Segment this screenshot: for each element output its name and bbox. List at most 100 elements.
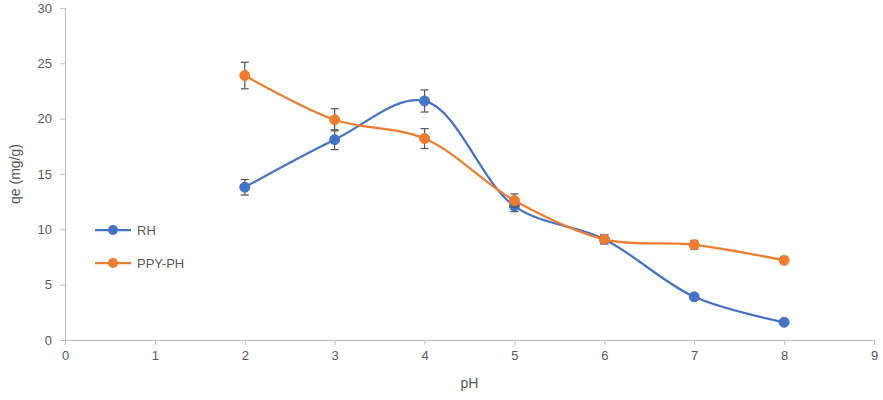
error-bar bbox=[600, 235, 608, 244]
tick-label: 5 bbox=[45, 277, 52, 292]
tick: 7 bbox=[691, 340, 698, 363]
tick-mark bbox=[155, 340, 156, 345]
error-bar bbox=[421, 90, 429, 112]
legend-label: PPY-PH bbox=[137, 256, 184, 271]
tick-label: 9 bbox=[871, 348, 878, 363]
tick-mark bbox=[60, 285, 65, 286]
legend-label: RH bbox=[137, 223, 156, 238]
tick: 30 bbox=[38, 1, 65, 16]
tick-mark bbox=[604, 340, 605, 345]
marker bbox=[420, 96, 430, 106]
tick: 5 bbox=[45, 277, 65, 292]
error-bar bbox=[510, 194, 518, 207]
error-bar-cap bbox=[331, 130, 339, 131]
error-bar-cap bbox=[241, 179, 249, 180]
tick: 15 bbox=[38, 167, 65, 182]
tick: 5 bbox=[511, 340, 518, 363]
marker bbox=[420, 134, 430, 144]
error-bar bbox=[421, 129, 429, 149]
axis-line bbox=[60, 9, 66, 341]
x-axis-title: pH bbox=[461, 375, 479, 391]
tick-mark bbox=[60, 340, 65, 341]
tick: 9 bbox=[871, 340, 878, 363]
tick: 6 bbox=[601, 340, 608, 363]
marker bbox=[240, 71, 250, 81]
marker bbox=[689, 292, 699, 302]
series-line bbox=[245, 76, 784, 261]
error-bar-cap bbox=[421, 89, 429, 90]
tick: 0 bbox=[62, 340, 69, 363]
x-axis: 0 1 2 3 4 5 6 7 8 9 bbox=[62, 340, 878, 363]
marker bbox=[779, 317, 789, 327]
tick-label: 20 bbox=[38, 111, 52, 126]
tick-label: 10 bbox=[38, 222, 52, 237]
error-bar-cap bbox=[421, 128, 429, 129]
marker bbox=[689, 240, 699, 250]
y-axis-title: qe (mg/g) bbox=[7, 144, 23, 204]
tick: 2 bbox=[242, 340, 249, 363]
tick: 25 bbox=[38, 56, 65, 71]
legend-marker bbox=[108, 225, 118, 235]
tick-mark bbox=[874, 340, 875, 345]
tick-mark bbox=[784, 340, 785, 345]
error-bar-cap bbox=[510, 193, 518, 194]
error-bar-cap bbox=[421, 111, 429, 112]
tick-label: 6 bbox=[601, 348, 608, 363]
legend-item: PPY-PH bbox=[95, 256, 184, 271]
error-bar-cap bbox=[331, 108, 339, 109]
tick-label: 1 bbox=[152, 348, 159, 363]
tick-mark bbox=[514, 340, 515, 345]
error-bar bbox=[690, 240, 698, 249]
tick: 3 bbox=[332, 340, 339, 363]
marker bbox=[240, 182, 250, 192]
legend-marker bbox=[108, 258, 118, 268]
tick: 4 bbox=[421, 340, 428, 363]
marker bbox=[509, 196, 519, 206]
plot-area: 0 1 2 3 4 5 6 7 8 9 0 5 10 15 20 25 30 RH PPY-PH bbox=[38, 1, 879, 364]
axis-line bbox=[66, 341, 875, 346]
chart: 0 1 2 3 4 5 6 7 8 9 0 5 10 15 20 25 30 RH PPY-PH pH qe (mg/g… bbox=[0, 0, 883, 400]
tick-label: 15 bbox=[38, 167, 52, 182]
marker bbox=[779, 255, 789, 265]
tick-label: 5 bbox=[511, 348, 518, 363]
tick-mark bbox=[425, 340, 426, 345]
marker bbox=[330, 135, 340, 145]
marker bbox=[330, 115, 340, 125]
tick-label: 4 bbox=[421, 348, 428, 363]
legend: RH PPY-PH bbox=[95, 223, 184, 271]
error-bar-cap bbox=[241, 88, 249, 89]
legend-item: RH bbox=[95, 223, 156, 238]
tick-mark bbox=[60, 119, 65, 120]
error-bar-cap bbox=[241, 62, 249, 63]
error-bar-cap bbox=[421, 148, 429, 149]
tick-label: 25 bbox=[38, 56, 52, 71]
series-line bbox=[245, 100, 784, 322]
tick: 0 bbox=[45, 333, 65, 348]
error-bar bbox=[241, 62, 249, 89]
tick-label: 3 bbox=[332, 348, 339, 363]
tick-mark bbox=[245, 340, 246, 345]
tick-mark bbox=[694, 340, 695, 345]
tick: 10 bbox=[38, 222, 65, 237]
error-bar bbox=[331, 130, 339, 150]
error-bar-cap bbox=[241, 194, 249, 195]
tick-mark bbox=[335, 340, 336, 345]
error-bar bbox=[241, 180, 249, 195]
marker bbox=[599, 234, 609, 244]
tick-mark bbox=[60, 8, 65, 9]
y-axis: 0 5 10 15 20 25 30 bbox=[38, 1, 66, 348]
error-bar bbox=[331, 109, 339, 131]
error-bar-cap bbox=[331, 149, 339, 150]
tick-label: 0 bbox=[62, 348, 69, 363]
error-bar-cap bbox=[510, 207, 518, 208]
tick: 1 bbox=[152, 340, 159, 363]
tick-label: 7 bbox=[691, 348, 698, 363]
tick: 20 bbox=[38, 111, 65, 126]
tick-mark bbox=[60, 174, 65, 175]
tick-label: 30 bbox=[38, 1, 52, 16]
error-bar bbox=[600, 235, 608, 244]
tick: 8 bbox=[781, 340, 788, 363]
marker bbox=[599, 234, 609, 244]
tick-label: 0 bbox=[45, 333, 52, 348]
series-group bbox=[240, 62, 789, 327]
